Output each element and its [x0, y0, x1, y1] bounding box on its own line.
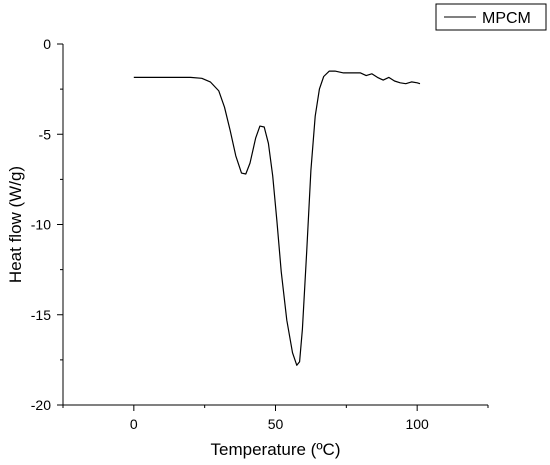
- y-tick-label: -10: [31, 217, 51, 233]
- y-tick-label: 0: [43, 36, 51, 52]
- y-axis-ticks: 0 -5 -10 -15 -20: [31, 36, 63, 413]
- axes: [62, 44, 488, 406]
- legend-box: [435, 3, 547, 31]
- x-tick-label: 0: [130, 416, 138, 432]
- y-tick-label: -5: [39, 126, 52, 142]
- x-axis-title: Temperature (ºC): [211, 440, 341, 459]
- x-tick-label: 50: [268, 416, 284, 432]
- y-tick-label: -15: [31, 307, 51, 323]
- legend-label-mpcm: MPCM: [482, 10, 531, 27]
- plot-series: [133, 70, 421, 366]
- series-line-mpcm: [133, 70, 421, 366]
- legend: MPCM: [435, 3, 547, 31]
- y-axis-title: Heat flow (W/g): [6, 166, 25, 283]
- x-tick-label: 100: [405, 416, 429, 432]
- x-axis-ticks: 0 50 100: [62, 405, 489, 432]
- y-tick-label: -20: [31, 397, 51, 413]
